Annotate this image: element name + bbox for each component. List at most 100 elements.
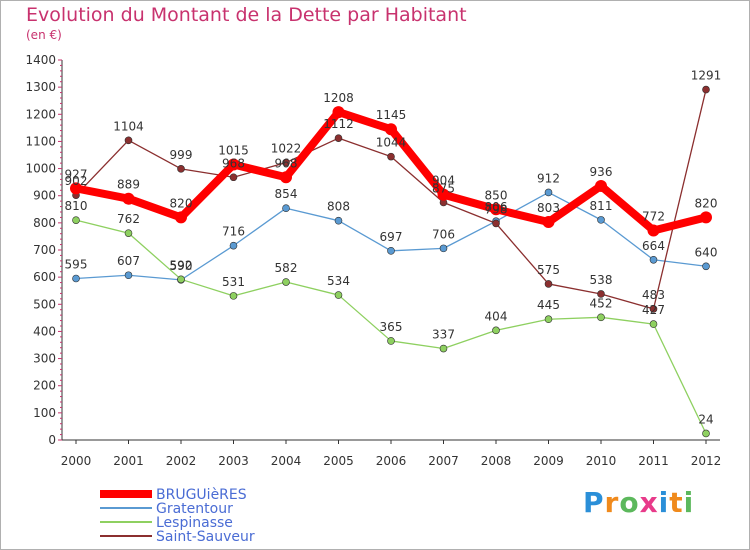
y-tick-label: 1100 xyxy=(25,134,56,148)
y-tick-label: 0 xyxy=(48,433,56,447)
data-point xyxy=(72,216,80,224)
y-tick-label: 1000 xyxy=(25,162,56,176)
data-point xyxy=(280,171,292,184)
data-point xyxy=(385,123,397,136)
y-tick-label: 400 xyxy=(33,324,56,338)
data-label: 452 xyxy=(590,296,613,310)
x-tick-label: 2003 xyxy=(218,454,249,468)
data-point xyxy=(387,152,395,161)
data-point xyxy=(334,134,343,142)
data-point xyxy=(492,326,500,335)
x-tick-label: 2012 xyxy=(691,454,722,468)
data-label: 716 xyxy=(222,225,245,239)
chart-title: Evolution du Montant de la Dette par Hab… xyxy=(26,4,467,26)
data-point xyxy=(70,182,82,195)
data-point xyxy=(124,136,133,145)
data-label: 404 xyxy=(485,309,508,323)
data-point xyxy=(387,247,395,255)
data-point xyxy=(439,244,448,253)
data-point xyxy=(122,192,135,205)
data-point xyxy=(647,224,660,237)
data-label: 798 xyxy=(485,202,508,216)
y-tick-label: 700 xyxy=(33,243,56,257)
data-label: 607 xyxy=(117,254,140,268)
x-tick-label: 2007 xyxy=(428,454,459,468)
data-label: 808 xyxy=(327,200,350,214)
data-label: 1291 xyxy=(691,69,722,83)
data-point xyxy=(597,290,605,298)
data-point xyxy=(72,274,80,283)
y-tick-label: 800 xyxy=(33,216,56,230)
data-point xyxy=(649,255,658,264)
data-label: 850 xyxy=(485,188,508,202)
data-point xyxy=(492,219,500,228)
data-label: 968 xyxy=(222,156,245,170)
data-label: 538 xyxy=(590,273,613,287)
x-tick-label: 2001 xyxy=(113,454,144,468)
x-tick-label: 2008 xyxy=(481,454,512,468)
data-point xyxy=(229,241,238,250)
data-point xyxy=(229,292,238,300)
data-label: 854 xyxy=(275,187,298,201)
data-label: 1022 xyxy=(271,142,302,156)
x-tick-label: 2004 xyxy=(271,454,302,468)
x-tick-label: 2005 xyxy=(323,454,354,468)
legend-label: Lespinasse xyxy=(156,515,233,531)
data-label: 1044 xyxy=(376,136,407,150)
data-point xyxy=(702,429,710,438)
data-label: 820 xyxy=(695,196,718,210)
data-point xyxy=(437,188,450,201)
data-label: 483 xyxy=(642,288,665,302)
data-label: 697 xyxy=(380,230,403,244)
data-label: 912 xyxy=(537,171,560,185)
y-tick-label: 500 xyxy=(33,297,56,311)
data-label: 999 xyxy=(170,148,193,162)
proxiti-logo: Proxiti xyxy=(583,486,695,519)
data-point xyxy=(229,173,238,182)
data-point xyxy=(334,216,343,225)
data-label: 365 xyxy=(380,320,403,334)
data-point xyxy=(542,216,555,229)
data-point xyxy=(649,320,658,328)
data-point xyxy=(175,211,187,224)
data-label: 762 xyxy=(117,212,140,226)
data-label: 820 xyxy=(170,196,193,210)
data-point xyxy=(700,211,712,224)
y-tick-label: 200 xyxy=(33,379,56,393)
data-point xyxy=(597,313,605,322)
data-point xyxy=(702,85,710,94)
data-label: 803 xyxy=(537,201,560,215)
data-label: 875 xyxy=(432,182,455,196)
data-label: 664 xyxy=(642,239,665,253)
data-label: 811 xyxy=(590,199,613,213)
y-tick-label: 100 xyxy=(33,406,56,420)
data-label: 889 xyxy=(117,178,140,192)
data-label: 592 xyxy=(170,258,193,272)
data-label: 575 xyxy=(537,263,560,277)
data-label: 582 xyxy=(275,261,298,275)
data-point xyxy=(490,203,502,216)
data-label: 904 xyxy=(432,174,455,188)
data-label: 706 xyxy=(432,227,455,241)
data-point xyxy=(124,271,133,280)
x-tick-label: 2000 xyxy=(61,454,92,468)
data-label: 595 xyxy=(65,258,88,272)
data-label: 772 xyxy=(642,209,665,223)
data-point xyxy=(124,229,133,237)
y-tick-label: 1300 xyxy=(25,80,56,94)
data-point xyxy=(597,216,605,224)
legend-label: Saint-Sauveur xyxy=(156,529,255,545)
y-tick-label: 900 xyxy=(33,189,56,203)
data-point xyxy=(282,278,290,286)
chart-subtitle: (en €) xyxy=(26,28,62,42)
x-tick-label: 2010 xyxy=(586,454,617,468)
data-point xyxy=(544,188,553,197)
data-point xyxy=(544,315,553,324)
data-label: 531 xyxy=(222,275,245,289)
y-tick-label: 1200 xyxy=(25,107,56,121)
data-label: 1112 xyxy=(323,117,354,131)
data-point xyxy=(595,179,607,192)
x-tick-label: 2002 xyxy=(166,454,197,468)
data-point xyxy=(177,165,185,173)
data-label: 590 xyxy=(170,259,193,273)
